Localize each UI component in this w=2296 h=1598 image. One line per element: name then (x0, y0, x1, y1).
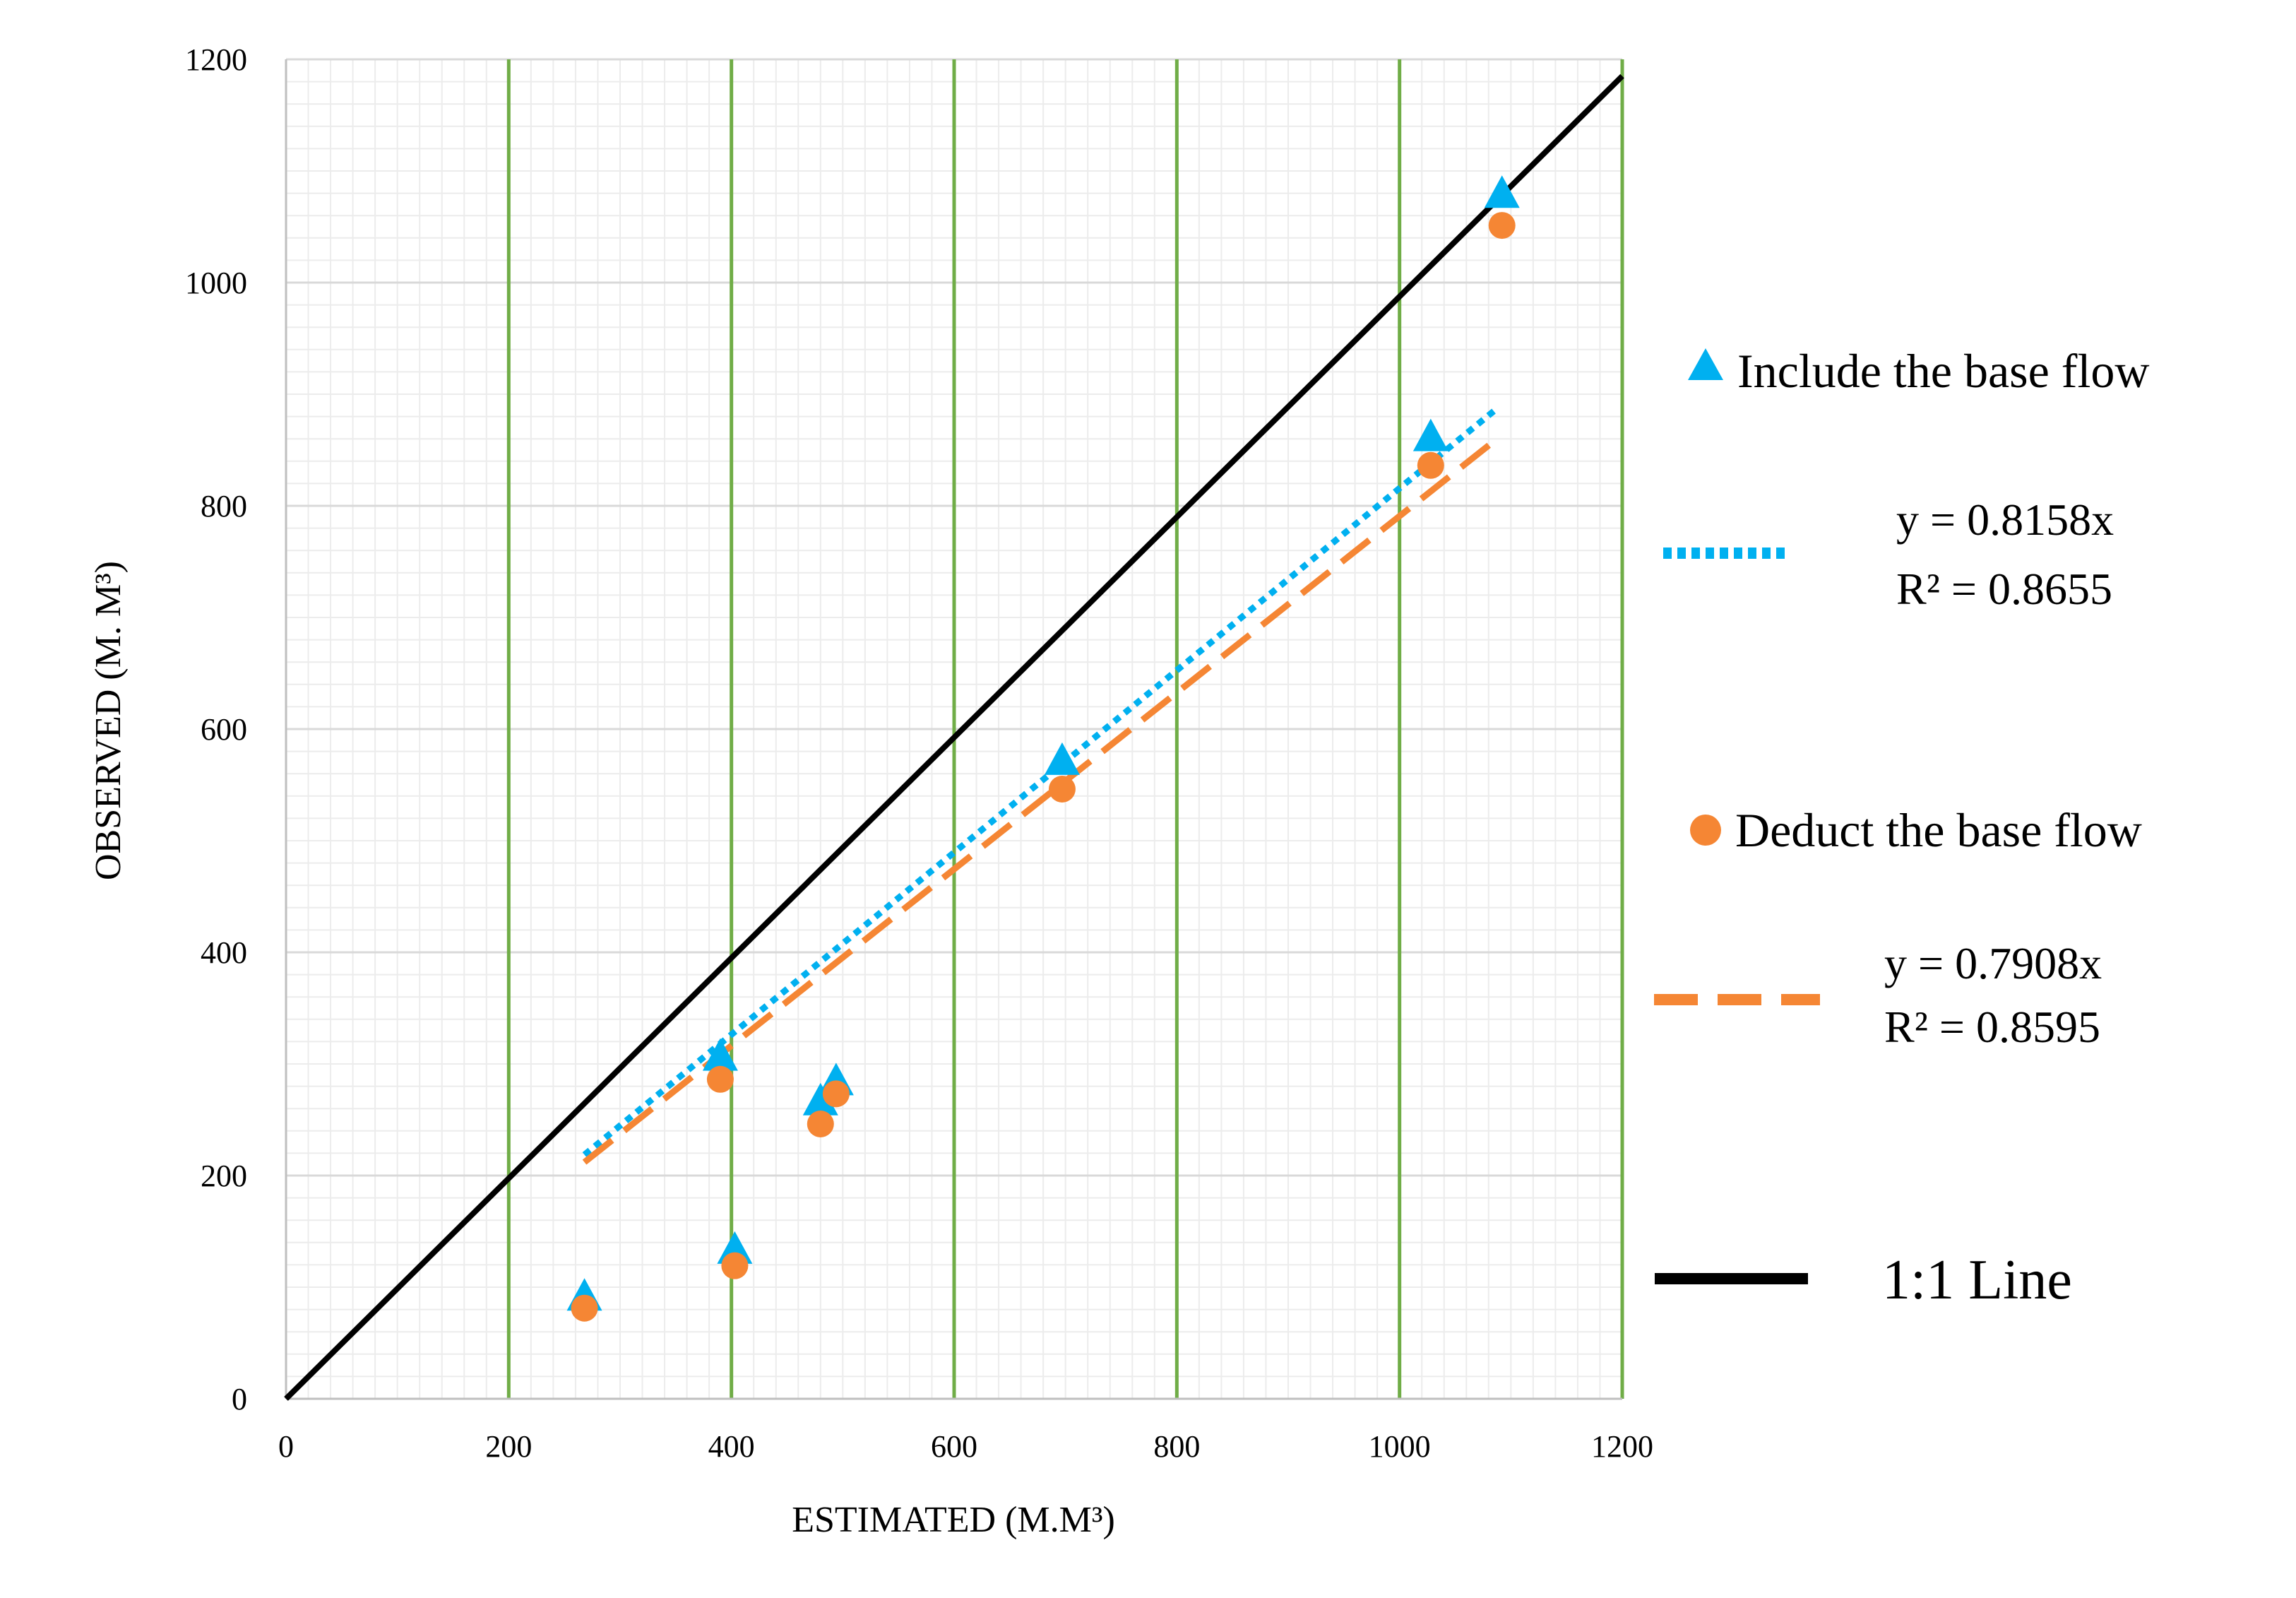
data-point-include-base-flow (802, 1082, 838, 1115)
x-tick-label: 1000 (1369, 1429, 1431, 1464)
x-tick-label: 800 (1153, 1429, 1200, 1464)
y-tick-label: 600 (201, 712, 247, 747)
legend-triangle-marker (1688, 348, 1723, 380)
y-axis-title: OBSERVED (M. M³) (88, 561, 129, 880)
legend-label-deduct: Deduct the base flow (1735, 803, 2142, 857)
trendline-deduct-base-flow (582, 438, 1497, 1165)
x-tick-label: 200 (485, 1429, 532, 1464)
x-axis-title: ESTIMATED (M.M³) (792, 1500, 1115, 1540)
data-point-include-base-flow (1044, 742, 1080, 775)
legend: Include the base flow y = 0.8158x R² = 0… (1654, 344, 2149, 1311)
legend-equation-include: y = 0.8158x (1896, 495, 2114, 545)
y-tick-label: 1000 (185, 266, 247, 300)
data-point-include-base-flow (1412, 418, 1449, 451)
x-tick-label: 0 (278, 1429, 294, 1464)
trendlines (582, 408, 1497, 1165)
x-tick-label: 1200 (1591, 1429, 1653, 1464)
y-tick-labels: 0 200 400 600 800 1000 1200 (185, 42, 247, 1416)
legend-r2-include: R² = 0.8655 (1896, 564, 2112, 614)
legend-label-include: Include the base flow (1737, 344, 2149, 398)
data-point-deduct-base-flow (1417, 451, 1444, 479)
data-point-deduct-base-flow (822, 1080, 850, 1108)
data-points (566, 175, 1520, 1322)
legend-label-reference: 1:1 Line (1882, 1249, 2072, 1311)
reference-line-1-to-1 (284, 73, 1624, 1401)
legend-r2-deduct: R² = 0.8595 (1884, 1002, 2100, 1052)
x-tick-label: 400 (708, 1429, 755, 1464)
y-tick-label: 800 (201, 489, 247, 523)
reference-line-group (284, 73, 1624, 1401)
data-point-deduct-base-flow (1488, 212, 1516, 239)
data-point-deduct-base-flow (706, 1065, 734, 1093)
x-tick-label: 600 (931, 1429, 977, 1464)
y-tick-label: 1200 (185, 42, 247, 77)
data-point-deduct-base-flow (807, 1111, 834, 1137)
data-point-deduct-base-flow (571, 1294, 598, 1322)
y-tick-label: 0 (232, 1382, 247, 1416)
data-point-deduct-base-flow (721, 1252, 749, 1279)
legend-equation-deduct: y = 0.7908x (1884, 938, 2102, 988)
data-point-include-base-flow (1484, 175, 1520, 208)
y-tick-label: 400 (201, 935, 247, 970)
data-point-include-base-flow (702, 1038, 738, 1071)
axes (285, 59, 1622, 1400)
legend-circle-marker (1690, 815, 1721, 846)
x-tick-labels: 0 200 400 600 800 1000 1200 (278, 1429, 1653, 1464)
data-point-deduct-base-flow (1048, 776, 1076, 803)
y-tick-label: 200 (201, 1159, 247, 1193)
